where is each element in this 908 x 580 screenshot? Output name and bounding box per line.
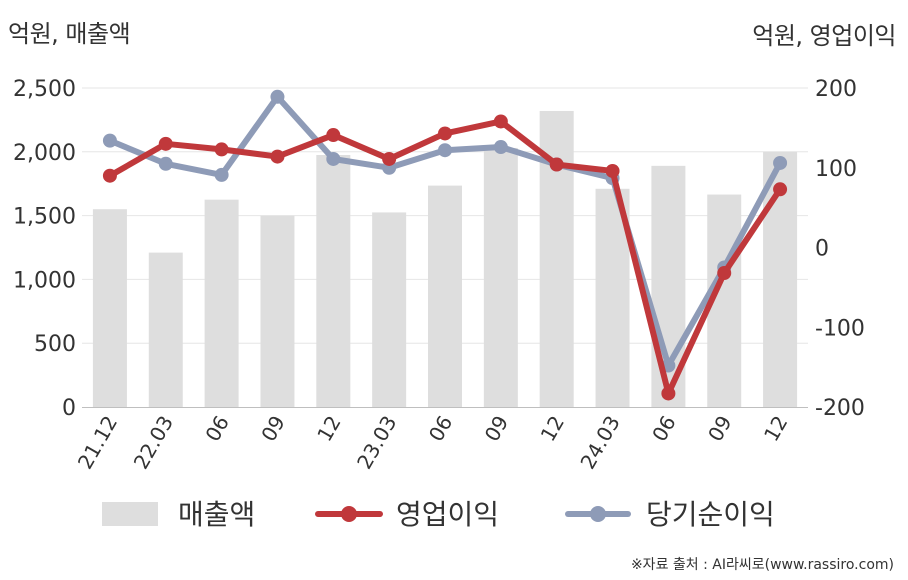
x-tick-label: 12 xyxy=(759,412,793,446)
x-tick-label: 06 xyxy=(424,412,458,446)
right-tick-label: 100 xyxy=(815,157,857,182)
operating-profit-point xyxy=(102,168,117,183)
revenue-bar xyxy=(92,209,127,407)
net-income-point xyxy=(438,143,452,158)
revenue-bar xyxy=(483,147,518,408)
x-tick-label: 21.12 xyxy=(73,412,122,474)
left-tick-label: 2,500 xyxy=(13,77,76,102)
left-axis-title: 억원, 매출액 xyxy=(8,20,131,48)
operating-profit-point xyxy=(549,157,564,172)
operating-profit-point xyxy=(214,142,229,157)
right-axis-title: 억원, 영업이익 xyxy=(752,22,896,50)
operating-profit-point xyxy=(326,128,341,143)
x-tick-label: 09 xyxy=(703,412,737,446)
x-tick-label: 06 xyxy=(647,412,681,446)
left-tick-label: 1,500 xyxy=(13,205,76,230)
left-tick-label: 500 xyxy=(34,332,76,357)
legend-label-net-income: 당기순이익 xyxy=(646,498,775,531)
left-tick-label: 0 xyxy=(62,396,76,421)
right-tick-label: -200 xyxy=(815,396,865,421)
revenue-bar xyxy=(372,212,407,407)
left-tick-label: 1,000 xyxy=(13,268,76,293)
operating-profit-point xyxy=(382,151,397,166)
source-note: ※자료 출처 : AI라씨로(www.rassiro.com) xyxy=(630,557,894,573)
operating-profit-point xyxy=(661,386,676,401)
right-tick-label: 0 xyxy=(815,237,829,262)
operating-profit-point xyxy=(438,126,452,141)
net-income-point xyxy=(326,151,341,166)
operating-profit-point xyxy=(493,114,508,129)
legend-label-revenue: 매출액 xyxy=(178,498,255,531)
operating-profit-point xyxy=(717,266,732,281)
legend-marker-operating-profit xyxy=(341,506,357,522)
operating-profit-point xyxy=(773,182,788,197)
net-income-point xyxy=(214,167,229,182)
revenue-bars xyxy=(92,110,798,408)
revenue-bar xyxy=(428,185,462,407)
net-income-point xyxy=(773,155,788,170)
profit-lines xyxy=(102,89,788,401)
x-tick-label: 22.03 xyxy=(129,412,178,474)
x-tick-label: 06 xyxy=(200,412,234,446)
x-tick-label: 09 xyxy=(480,412,514,446)
net-income-point xyxy=(102,133,117,148)
legend-marker-net-income xyxy=(590,506,606,522)
net-income-point xyxy=(158,156,173,171)
x-tick-label: 23.03 xyxy=(352,412,401,474)
revenue-bar xyxy=(316,154,351,407)
legend: 매출액 영업이익 당기순이익 xyxy=(102,498,775,531)
right-tick-label: -100 xyxy=(815,316,865,341)
left-tick-label: 2,000 xyxy=(13,141,76,166)
x-tick-label: 12 xyxy=(536,412,570,446)
x-tick-label: 09 xyxy=(256,412,290,446)
legend-swatch-revenue xyxy=(102,502,158,526)
legend-label-operating-profit: 영업이익 xyxy=(396,498,499,531)
net-income-point xyxy=(493,140,508,155)
x-tick-label: 24.03 xyxy=(575,412,624,474)
x-tick-label: 12 xyxy=(312,412,346,446)
right-tick-label: 200 xyxy=(815,77,857,102)
operating-profit-point xyxy=(605,163,620,178)
revenue-bar xyxy=(204,199,239,407)
operating-profit-point xyxy=(158,136,173,151)
net-income-point xyxy=(270,89,285,104)
revenue-bar xyxy=(260,215,295,407)
operating-profit-point xyxy=(270,149,285,164)
revenue-bar xyxy=(148,252,183,407)
